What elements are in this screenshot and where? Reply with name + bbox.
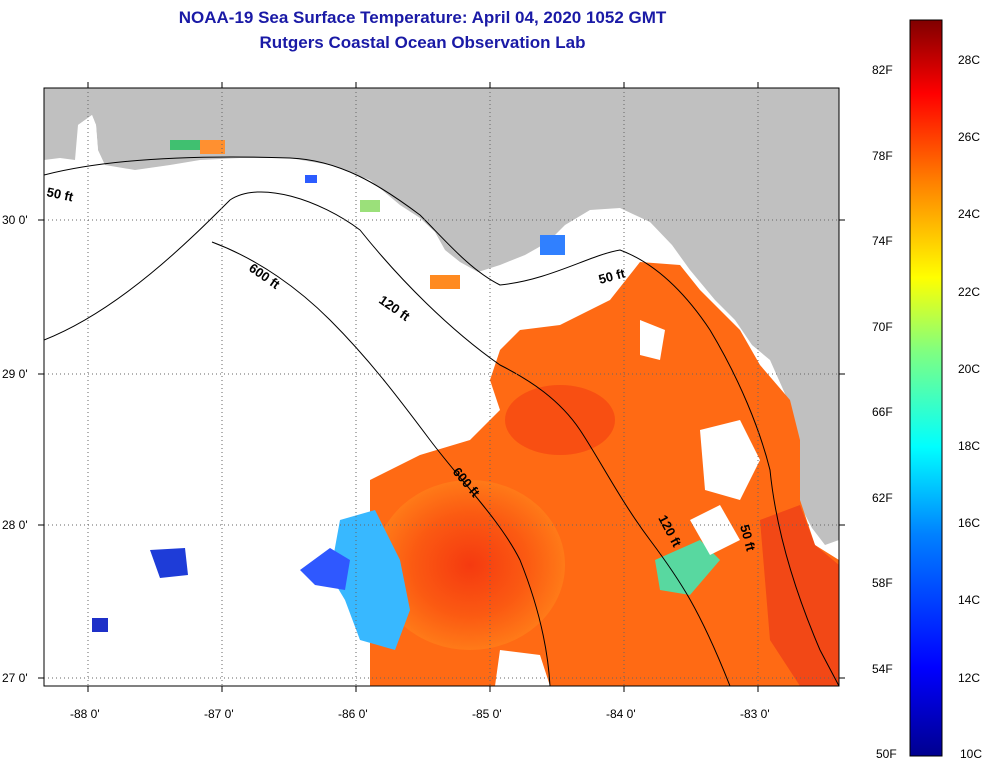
map-subtitle: Rutgers Coastal Ocean Observation Lab — [259, 33, 586, 52]
cb-c-10: 10C — [960, 747, 982, 761]
cb-c-20: 20C — [958, 362, 980, 376]
cb-c-22: 22C — [958, 285, 980, 299]
map-plot-area — [44, 88, 839, 686]
sst-speck-6 — [200, 140, 225, 154]
cb-f-78: 78F — [872, 149, 893, 163]
bay-land — [78, 115, 98, 160]
lon-label-83: -83 0' — [740, 707, 770, 721]
cb-c-14: 14C — [958, 593, 980, 607]
lon-label-84: -84 0' — [606, 707, 636, 721]
cb-f-58: 58F — [872, 576, 893, 590]
colorbar — [909, 19, 943, 757]
contour-label-50ft-west: 50 ft — [45, 184, 75, 204]
cb-c-26: 26C — [958, 130, 980, 144]
cb-f-62: 62F — [872, 491, 893, 505]
sst-speck-3 — [430, 275, 460, 289]
lon-label-87: -87 0' — [204, 707, 234, 721]
lat-label-28: 28 0' — [2, 518, 28, 532]
sst-cool-patch-3 — [150, 548, 188, 578]
contour-label-50ft-south: 50 ft — [737, 523, 759, 553]
lon-label-88: -88 0' — [70, 707, 100, 721]
sst-warm-core — [375, 480, 565, 650]
lon-label-86: -86 0' — [338, 707, 368, 721]
cb-c-28: 28C — [958, 53, 980, 67]
contour-label-50ft-bigbend: 50 ft — [597, 265, 627, 287]
lon-label-85: -85 0' — [472, 707, 502, 721]
cb-c-18: 18C — [958, 439, 980, 453]
sst-cool-patch — [330, 510, 410, 650]
cb-f-54: 54F — [872, 662, 893, 676]
cloud-gap-3 — [640, 320, 665, 360]
contour-120ft — [44, 191, 731, 686]
cb-f-82: 82F — [872, 63, 893, 77]
cb-c-24: 24C — [958, 207, 980, 221]
sst-speck-2 — [360, 200, 380, 212]
ticks — [38, 82, 845, 692]
land-mass — [44, 88, 839, 545]
sst-green-strip — [655, 540, 720, 595]
sst-speck — [305, 175, 317, 183]
contour-600ft — [211, 241, 551, 686]
lat-label-27: 27 0' — [2, 671, 28, 685]
map-title: NOAA-19 Sea Surface Temperature: April 0… — [178, 8, 667, 27]
sst-speck-4 — [540, 235, 565, 255]
bathymetry-contours — [44, 156, 839, 686]
cloud-gap-4 — [690, 505, 740, 555]
sst-speck-5 — [170, 140, 200, 150]
cloud-gap-2 — [700, 420, 760, 500]
cb-c-16: 16C — [958, 516, 980, 530]
cb-c-12: 12C — [958, 671, 980, 685]
sst-warm-core-2 — [505, 385, 615, 455]
sst-cool-patch-4 — [92, 618, 108, 632]
lat-label-30: 30 0' — [2, 213, 28, 227]
contour-50ft-north — [44, 156, 839, 686]
map-border — [43, 87, 840, 687]
lat-label-29: 29 0' — [2, 367, 28, 381]
cb-f-66: 66F — [872, 405, 893, 419]
cb-f-74: 74F — [872, 234, 893, 248]
sst-coastal-warm — [760, 505, 839, 686]
graticule — [44, 88, 839, 686]
cloud-gap — [495, 650, 550, 686]
cb-f-70: 70F — [872, 320, 893, 334]
cb-f-50: 50F — [876, 747, 897, 761]
sst-cool-patch-2 — [300, 548, 350, 590]
